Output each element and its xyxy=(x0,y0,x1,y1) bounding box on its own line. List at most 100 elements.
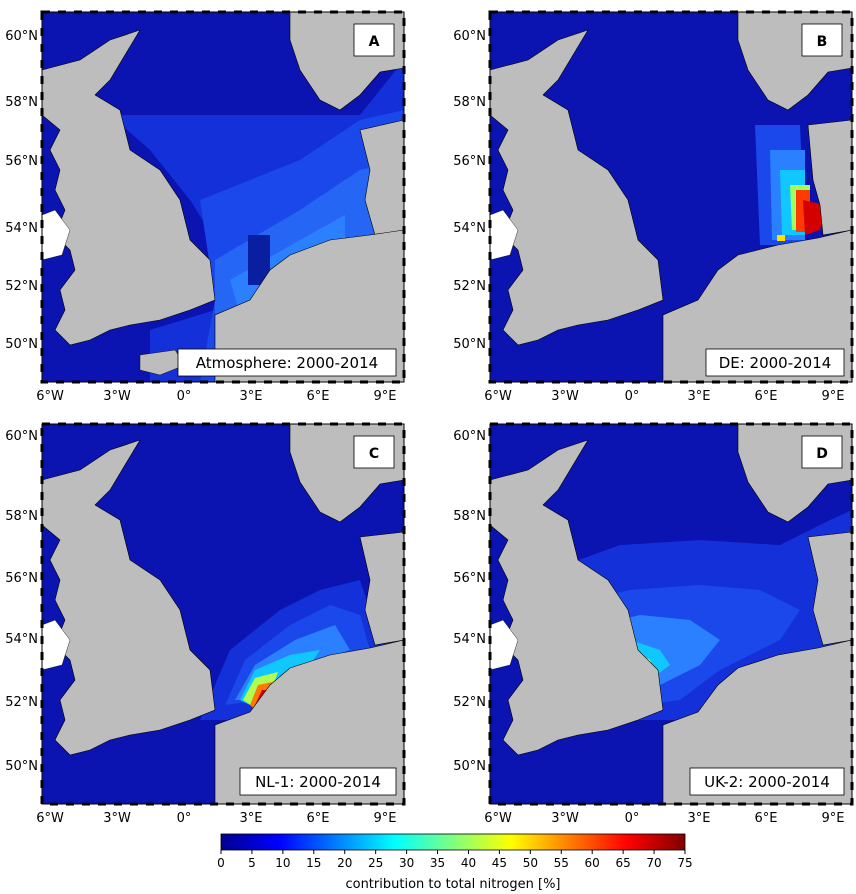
lon-tick: 3°E xyxy=(688,389,711,404)
lon-tick-labels: 6°W 3°W 0° 3°E 6°E 9°E xyxy=(36,811,396,826)
lat-tick-labels: 60°N 58°N 56°N 54°N 52°N 50°N xyxy=(453,429,486,774)
lon-tick: 0° xyxy=(177,811,192,826)
lat-tick: 54°N xyxy=(453,632,486,647)
map-border xyxy=(489,423,853,805)
lon-tick: 9°E xyxy=(374,389,397,404)
panel-caption: UK-2: 2000-2014 xyxy=(704,773,830,791)
lon-tick: 6°E xyxy=(307,811,330,826)
panel-b: B DE: 2000-2014 60°N 58°N 56°N 54°N 52°N… xyxy=(453,10,854,404)
colorbar-tick-label: 5 xyxy=(248,856,256,870)
lon-tick: 6°E xyxy=(755,389,778,404)
lon-tick: 3°W xyxy=(103,389,131,404)
lat-tick: 60°N xyxy=(453,429,486,444)
irish-sea xyxy=(42,619,71,671)
lat-tick: 50°N xyxy=(453,759,486,774)
uk-landmass xyxy=(42,29,216,346)
panel-caption-box xyxy=(705,348,845,377)
lat-tick: 50°N xyxy=(453,337,486,352)
lat-tick: 56°N xyxy=(5,154,38,169)
colorbar-label: contribution to total nitrogen [%] xyxy=(345,877,560,892)
panel-letter-box xyxy=(353,23,395,57)
panel-d: D UK-2: 2000-2014 60°N 58°N 56°N 54°N 52… xyxy=(453,422,854,826)
concentration-cell xyxy=(803,200,825,235)
continent-landmass xyxy=(214,229,404,382)
lat-tick: 54°N xyxy=(453,221,486,236)
lat-tick: 60°N xyxy=(453,29,486,44)
lat-tick: 58°N xyxy=(453,509,486,524)
lon-tick: 3°E xyxy=(240,811,263,826)
lon-tick: 9°E xyxy=(822,811,845,826)
sea-area xyxy=(490,765,600,804)
continent-landmass xyxy=(214,639,404,804)
concentration-cell xyxy=(248,235,270,285)
lon-tick: 3°W xyxy=(551,811,579,826)
lon-tick: 6°E xyxy=(307,389,330,404)
colorbar-tick-label: 75 xyxy=(677,856,692,870)
lon-tick: 6°W xyxy=(36,811,64,826)
colorbar-tick-label: 25 xyxy=(368,856,383,870)
colorbar-gradient xyxy=(220,833,686,851)
continent-landmass xyxy=(662,639,852,804)
panel-a: A Atmosphere: 2000-2014 60°N 58°N 56°N 5… xyxy=(5,10,406,404)
sea-area xyxy=(42,765,152,804)
lon-tick: 6°W xyxy=(484,389,512,404)
lat-tick: 52°N xyxy=(453,279,486,294)
panel-caption: DE: 2000-2014 xyxy=(719,354,832,372)
panel-caption-box xyxy=(239,767,397,796)
panel-caption-box xyxy=(177,348,397,377)
colorbar-tick-label: 35 xyxy=(430,856,445,870)
lat-tick: 56°N xyxy=(5,571,38,586)
lat-tick: 58°N xyxy=(453,95,486,110)
lon-tick: 3°E xyxy=(240,389,263,404)
colorbar-tick-label: 55 xyxy=(554,856,569,870)
lat-tick: 58°N xyxy=(5,509,38,524)
lon-tick-labels: 6°W 3°W 0° 3°E 6°E 9°E xyxy=(36,389,396,404)
lon-tick: 9°E xyxy=(822,389,845,404)
uk-landmass xyxy=(490,439,664,756)
map-border xyxy=(489,11,853,383)
landmass xyxy=(139,349,186,376)
lon-tick-labels: 6°W 3°W 0° 3°E 6°E 9°E xyxy=(484,811,844,826)
lon-tick: 3°E xyxy=(688,811,711,826)
panel-c: C NL-1: 2000-2014 60°N 58°N 56°N 54°N 52… xyxy=(5,422,406,826)
concentration-cell xyxy=(777,235,785,241)
uk-landmass xyxy=(490,29,664,346)
panel-letter: B xyxy=(817,34,828,50)
lon-tick: 0° xyxy=(625,389,640,404)
panel-caption-box xyxy=(689,767,845,796)
colorbar-tick-label: 10 xyxy=(275,856,290,870)
lon-tick: 6°W xyxy=(484,811,512,826)
irish-sea xyxy=(490,209,519,261)
panel-letter: C xyxy=(369,446,379,462)
panel-caption: NL-1: 2000-2014 xyxy=(255,773,381,791)
lat-tick: 50°N xyxy=(5,759,38,774)
denmark-landmass xyxy=(807,119,852,236)
colorbar-tick-label: 70 xyxy=(646,856,661,870)
lat-tick: 60°N xyxy=(5,29,38,44)
lat-tick: 58°N xyxy=(5,95,38,110)
denmark-landmass xyxy=(807,531,852,646)
lat-tick: 56°N xyxy=(453,154,486,169)
lat-tick: 52°N xyxy=(453,695,486,710)
panel-letter: A xyxy=(369,34,380,50)
map-border xyxy=(41,11,405,383)
colorbar-tick-label: 20 xyxy=(337,856,352,870)
lat-tick: 52°N xyxy=(5,695,38,710)
colorbar-tick-label: 60 xyxy=(585,856,600,870)
lat-tick: 52°N xyxy=(5,279,38,294)
denmark-landmass xyxy=(359,531,404,646)
lon-tick: 9°E xyxy=(374,811,397,826)
lat-tick: 50°N xyxy=(5,337,38,352)
lon-tick: 0° xyxy=(625,811,640,826)
lon-tick: 6°E xyxy=(755,811,778,826)
lat-tick: 56°N xyxy=(453,571,486,586)
panel-letter-box xyxy=(353,435,395,469)
irish-sea xyxy=(490,619,519,671)
colorbar-tick-label: 65 xyxy=(615,856,630,870)
lat-tick: 54°N xyxy=(5,632,38,647)
colorbar-tick-label: 0 xyxy=(217,856,225,870)
panel-letter-box xyxy=(801,23,843,57)
irish-sea xyxy=(42,209,71,261)
colorbar: 0 5 10 15 20 25 30 35 40 45 50 55 60 65 70 75 contribut… xyxy=(217,833,693,892)
